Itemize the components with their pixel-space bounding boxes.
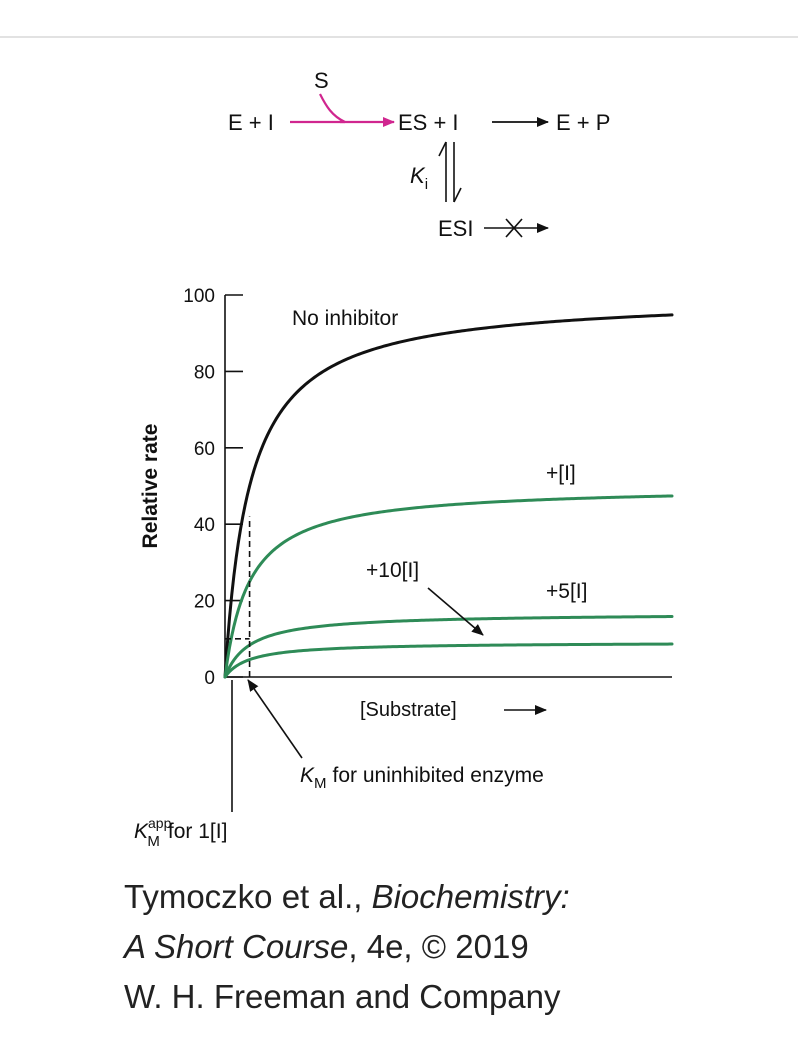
y-tick-label: 40 bbox=[194, 515, 215, 536]
y-tick-label: 100 bbox=[183, 286, 215, 307]
pointer-km bbox=[247, 679, 303, 759]
scheme-middle: ES + I bbox=[398, 110, 459, 135]
caption-line-1: Tymoczko et al., Biochemistry: bbox=[124, 878, 570, 915]
substrate-binding-arrow bbox=[290, 93, 346, 124]
scheme-left: E + I bbox=[228, 110, 274, 135]
scheme-substrate: S bbox=[314, 68, 329, 93]
label-no-inhibitor: No inhibitor bbox=[292, 307, 398, 330]
blocked-cross bbox=[505, 218, 523, 238]
rate-chart: 0 20 40 60 80 100 Relative rate [Substrate] N… bbox=[134, 286, 674, 850]
scheme-esi: ESI bbox=[438, 216, 473, 241]
y-tick-label: 20 bbox=[194, 592, 215, 613]
y-ticks: 0 20 40 60 80 100 bbox=[183, 286, 243, 689]
curve-series-3 bbox=[223, 642, 674, 679]
top-divider bbox=[0, 36, 798, 38]
curve-series-2 bbox=[223, 615, 674, 679]
curve-series-1 bbox=[223, 494, 674, 679]
label-plus-10i: +10[I] bbox=[366, 559, 419, 582]
y-axis-label: Relative rate bbox=[139, 424, 162, 549]
y-tick-label: 60 bbox=[194, 439, 215, 460]
inhibition-figure: E + I S ES + I E + P Ki ESI 0 20 40 60 80 100… bbox=[134, 68, 674, 850]
figure-caption: Tymoczko et al., Biochemistry: A Short C… bbox=[124, 872, 764, 1022]
x-axis-label: [Substrate] bbox=[360, 699, 457, 721]
scheme-right: E + P bbox=[556, 110, 610, 135]
y-tick-label: 0 bbox=[204, 668, 215, 689]
label-plus-i: +[I] bbox=[546, 462, 576, 485]
caption-line-2: A Short Course, 4e, © 2019 bbox=[124, 928, 529, 965]
reaction-scheme: E + I S ES + I E + P Ki ESI bbox=[228, 68, 610, 241]
pointer-10i bbox=[427, 587, 484, 636]
equilibrium-arrows bbox=[438, 141, 462, 203]
y-tick-label: 80 bbox=[194, 362, 215, 383]
label-plus-5i: +5[I] bbox=[546, 580, 587, 603]
curve-series-0 bbox=[223, 313, 674, 679]
ki-label: Ki bbox=[410, 163, 428, 193]
curves bbox=[223, 313, 674, 679]
km-label: KM for uninhibited enzyme bbox=[300, 764, 544, 792]
caption-line-3: W. H. Freeman and Company bbox=[124, 978, 561, 1015]
